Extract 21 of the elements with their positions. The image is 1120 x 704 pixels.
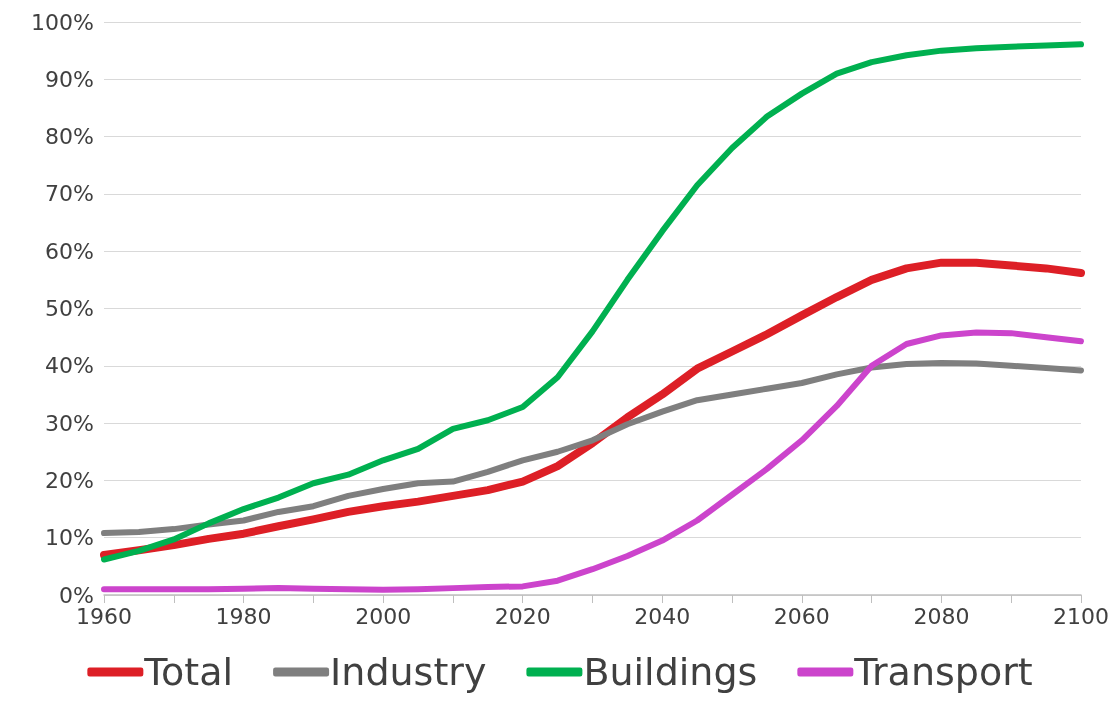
y-tick-label: 50% [45, 296, 94, 321]
legend-label: Buildings [583, 650, 758, 694]
legend-label: Industry [330, 650, 487, 694]
x-tick-label: 2000 [355, 603, 412, 629]
y-tick-label: 90% [45, 66, 94, 92]
legend-label: Total [143, 650, 234, 694]
x-tick-label: 1980 [215, 603, 272, 629]
y-tick-label: 10% [45, 525, 94, 551]
x-tick-label: 2060 [773, 603, 830, 629]
y-tick-label: 80% [45, 124, 94, 150]
x-tick-label: 2080 [913, 603, 970, 629]
y-tick-label: 70% [45, 181, 94, 207]
x-tick-label: 2040 [634, 603, 691, 629]
y-tick-label: 30% [45, 410, 94, 436]
x-tick-label: 2020 [494, 603, 551, 629]
y-tick-label: 20% [45, 467, 94, 493]
y-tick-label: 100% [31, 9, 94, 35]
y-tick-label: 40% [45, 353, 94, 379]
y-tick-label: 60% [45, 238, 94, 264]
x-tick-label: 2100 [1053, 603, 1110, 629]
legend-label: Transport [853, 650, 1033, 694]
